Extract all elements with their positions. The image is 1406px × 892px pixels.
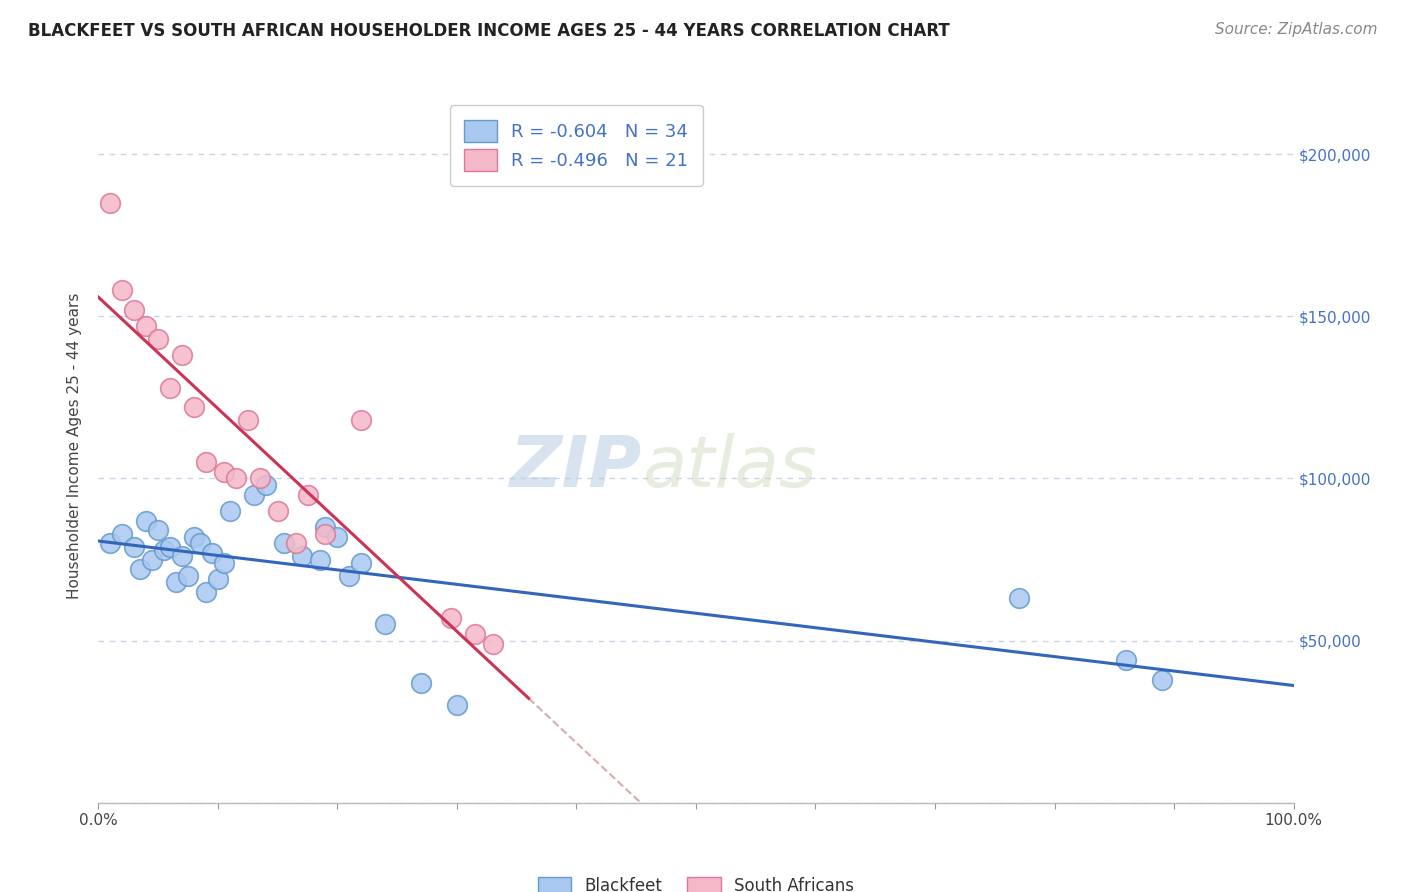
Point — [212, 556, 235, 570]
Point — [267, 504, 290, 518]
Point — [172, 348, 194, 362]
Point — [339, 568, 361, 582]
Point — [124, 540, 146, 554]
Point — [249, 471, 271, 485]
Point — [225, 471, 247, 485]
Point — [148, 524, 170, 538]
Point — [195, 585, 218, 599]
Point — [148, 332, 170, 346]
Point — [153, 542, 176, 557]
Point — [165, 575, 187, 590]
Point — [141, 552, 163, 566]
Point — [308, 552, 330, 566]
Point — [350, 556, 373, 570]
Point — [201, 546, 224, 560]
Point — [98, 536, 122, 550]
Point — [207, 572, 229, 586]
Point — [124, 302, 146, 317]
Point — [315, 526, 337, 541]
Point — [374, 617, 396, 632]
Point — [159, 540, 181, 554]
Point — [1152, 673, 1174, 687]
Point — [111, 526, 134, 541]
Point — [177, 568, 200, 582]
Text: Source: ZipAtlas.com: Source: ZipAtlas.com — [1215, 22, 1378, 37]
Point — [212, 465, 235, 479]
Point — [135, 514, 157, 528]
Point — [172, 549, 194, 564]
Point — [440, 611, 463, 625]
Text: atlas: atlas — [643, 433, 817, 502]
Point — [464, 627, 486, 641]
Point — [273, 536, 295, 550]
Point — [236, 413, 259, 427]
Point — [481, 637, 505, 651]
Point — [159, 381, 181, 395]
Point — [297, 488, 319, 502]
Point — [129, 562, 152, 576]
Point — [219, 504, 242, 518]
Point — [350, 413, 373, 427]
Point — [188, 536, 211, 550]
Text: ZIP: ZIP — [510, 433, 643, 502]
Point — [1008, 591, 1031, 606]
Point — [195, 455, 218, 469]
Point — [254, 478, 277, 492]
Point — [291, 549, 314, 564]
Point — [315, 520, 337, 534]
Point — [284, 536, 307, 550]
Point — [135, 318, 157, 333]
Point — [1115, 653, 1137, 667]
Legend: Blackfeet, South Africans: Blackfeet, South Africans — [530, 868, 862, 892]
Point — [243, 488, 266, 502]
Point — [446, 698, 468, 713]
Point — [183, 400, 205, 414]
Text: BLACKFEET VS SOUTH AFRICAN HOUSEHOLDER INCOME AGES 25 - 44 YEARS CORRELATION CHA: BLACKFEET VS SOUTH AFRICAN HOUSEHOLDER I… — [28, 22, 950, 40]
Point — [326, 530, 349, 544]
Point — [411, 675, 433, 690]
Point — [98, 195, 122, 210]
Point — [111, 283, 134, 297]
Point — [183, 530, 205, 544]
Y-axis label: Householder Income Ages 25 - 44 years: Householder Income Ages 25 - 44 years — [67, 293, 83, 599]
